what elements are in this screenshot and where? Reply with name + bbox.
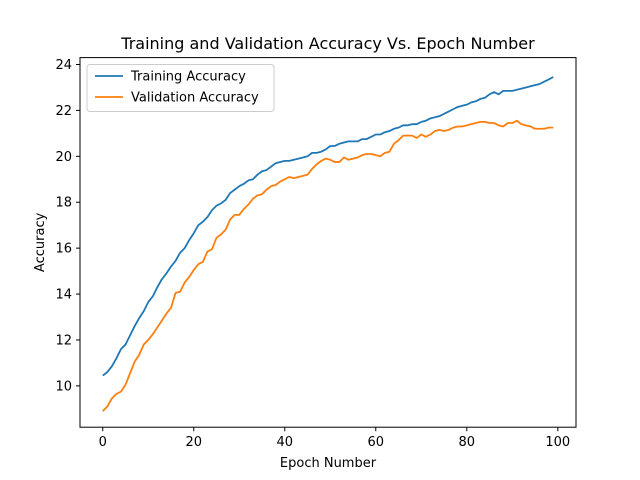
x-tick-label: 60 [368, 435, 385, 450]
y-tick-label: 24 [55, 58, 72, 73]
legend-label-training: Training Accuracy [130, 70, 246, 85]
series-line-validation-accuracy [102, 119, 554, 412]
y-tick-label: 20 [55, 150, 72, 165]
y-tick-label: 22 [55, 104, 72, 119]
x-tick-label: 100 [545, 435, 570, 450]
legend: Training Accuracy Validation Accuracy [86, 64, 275, 112]
y-tick-label: 16 [55, 242, 72, 257]
legend-frame [86, 64, 275, 112]
y-axis-ticks: 10 12 14 16 18 20 22 24 [55, 58, 80, 394]
series-line-training-accuracy [102, 76, 554, 377]
y-tick-label: 12 [55, 333, 72, 348]
y-tick-label: 10 [55, 379, 72, 394]
y-tick-label: 18 [55, 196, 72, 211]
y-tick-label: 14 [55, 288, 72, 303]
chart-title: Training and Validation Accuracy Vs. Epo… [120, 34, 535, 53]
x-tick-label: 20 [185, 435, 202, 450]
x-axis-label: Epoch Number [280, 456, 377, 471]
x-axis-ticks: 0 20 40 60 80 100 [99, 427, 570, 450]
legend-label-validation: Validation Accuracy [131, 91, 259, 106]
x-tick-label: 80 [459, 435, 476, 450]
plot-frame [79, 57, 577, 428]
plot-lines [102, 76, 554, 412]
x-tick-label: 40 [276, 435, 293, 450]
x-tick-label: 0 [99, 435, 107, 450]
y-axis-label: Accuracy [33, 212, 48, 272]
